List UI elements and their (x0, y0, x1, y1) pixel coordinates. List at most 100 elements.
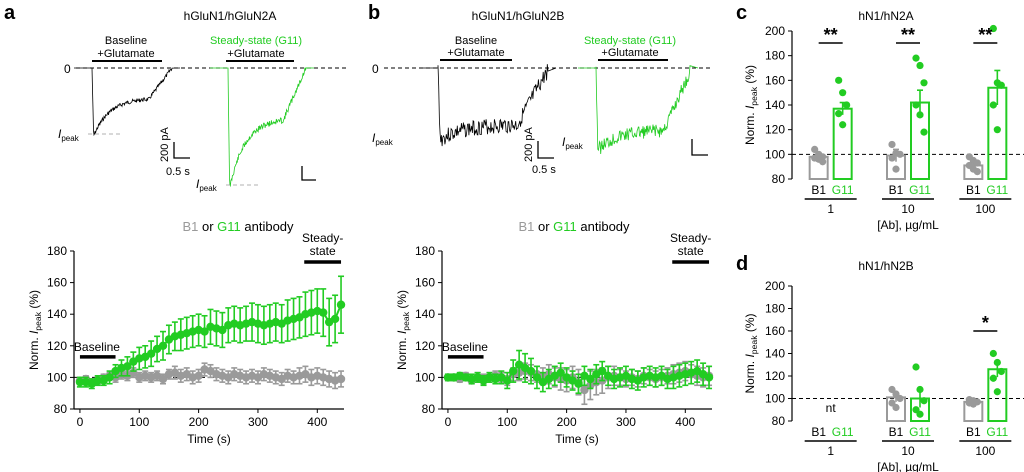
not-tested-label: nt (826, 401, 837, 415)
scatter-point-b1 (888, 140, 896, 149)
trace-a-ipeak2-label: Ipeak (196, 177, 218, 193)
scatter-point-g11 (839, 89, 847, 97)
data-point-g11 (586, 374, 595, 384)
data-point-g11 (200, 327, 209, 336)
scatter-point-g11 (920, 397, 928, 405)
trace-a-ipeak-label: Ipeak (58, 127, 80, 143)
y-tick-label: 80 (422, 402, 436, 416)
trace-a-left-label-1: Baseline (105, 35, 147, 47)
scale-bar-b (537, 141, 554, 159)
data-point-g11 (75, 377, 85, 387)
data-point-g11 (443, 373, 453, 382)
trace-b-left-label-1: Baseline (455, 35, 497, 47)
scatter-point-b1 (888, 154, 896, 162)
bar-label-b1: B1 (966, 425, 981, 439)
y-tick-label: 120 (765, 123, 785, 137)
scatter-point-g11 (835, 76, 843, 84)
scatter-point-b1 (892, 165, 900, 173)
bar-label-b1: B1 (811, 425, 826, 439)
scatter-point-g11 (912, 363, 920, 371)
scale-bar-a2 (301, 166, 316, 181)
panel-d-title: hN1/hN2B (858, 259, 913, 273)
bar-label-g11: G11 (986, 183, 1008, 197)
scatter-point-g11 (989, 374, 997, 382)
scatter-point-b1 (811, 145, 819, 153)
scatter-point-g11 (916, 111, 924, 119)
y-axis-label: Norm. Ipeak (%) (395, 290, 411, 370)
panel-d-letter: d (736, 253, 748, 275)
y-tick-label: 140 (765, 98, 785, 112)
bar-label-g11: G11 (909, 425, 931, 439)
bar-label-g11: G11 (986, 425, 1008, 439)
y-tick-label: 140 (415, 307, 435, 321)
scatter-point-g11 (993, 388, 1001, 396)
data-point-g11 (336, 300, 346, 309)
scatter-point-g11 (916, 385, 924, 394)
bar-label-b1: B1 (889, 183, 904, 197)
data-point-g11 (93, 376, 102, 385)
x-tick-label: 400 (307, 415, 327, 429)
scale-bar-a (173, 142, 190, 159)
data-point-g11 (556, 368, 565, 377)
chart-c-bar-chart: 80 100 120 140 160 180 200 Norm. Ipeak (%) B1 G11… (743, 24, 1024, 232)
significance-stars: * (982, 313, 989, 333)
y-tick-label: 100 (415, 370, 435, 384)
chart-a-time-course: 80 100 120 140 160 180 0 100 200 300 400 Time (s) No… (27, 231, 346, 446)
y-tick-label: 120 (47, 339, 67, 353)
scatter-point-g11 (912, 54, 920, 62)
group-label: 1 (827, 444, 834, 458)
scatter-point-b1 (892, 403, 900, 412)
baseline-bar-label: Baseline (442, 340, 488, 354)
scatter-point-g11 (916, 61, 924, 70)
bar-label-b1: B1 (811, 183, 826, 197)
y-axis-label: Norm. Ipeak (%) (743, 65, 759, 145)
data-point-g11 (105, 373, 114, 382)
significance-stars: ** (978, 25, 992, 45)
scale-a-current: 200 pA (159, 126, 171, 162)
steady-state-bar-label-1: Steady- (670, 231, 711, 245)
x-tick-label: 0 (77, 415, 84, 429)
x-tick-label: 300 (616, 415, 636, 429)
data-point-g11 (598, 366, 607, 376)
legend-a: B1 or G11 antibody (182, 219, 294, 234)
scale-a-time: 0.5 s (166, 166, 190, 178)
data-point-g11 (319, 308, 328, 317)
scatter-point-g11 (839, 121, 847, 129)
y-tick-label: 160 (765, 73, 785, 87)
trace-b-ipeak-label: Ipeak (372, 131, 394, 147)
data-point-g11 (330, 314, 340, 324)
trace-b-steady-state (578, 65, 699, 155)
y-tick-label: 180 (765, 302, 785, 316)
data-point-g11 (146, 349, 156, 358)
y-tick-label: 80 (772, 172, 786, 186)
scatter-point-b1 (969, 400, 977, 408)
x-axis-label: Time (s) (187, 432, 231, 446)
y-tick-label: 140 (765, 347, 785, 361)
y-tick-label: 100 (765, 392, 785, 406)
legend-b: B1 or G11 antibody (518, 219, 630, 234)
scale-b-time: 0.5 s (532, 164, 556, 176)
y-tick-label: 100 (47, 370, 67, 384)
bar-label-g11: G11 (909, 183, 931, 197)
x-axis-label: [Ab], µg/mL (877, 460, 939, 472)
x-tick-label: 400 (675, 415, 695, 429)
scatter-point-g11 (920, 128, 928, 136)
scatter-point-b1 (819, 158, 827, 166)
y-tick-label: 200 (765, 279, 785, 293)
trace-a-baseline (74, 67, 181, 137)
y-tick-label: 160 (415, 276, 435, 290)
y-tick-label: 120 (415, 339, 435, 353)
scatter-point-g11 (997, 367, 1005, 376)
steady-state-bar-label-1: Steady- (302, 231, 343, 245)
scatter-point-g11 (835, 110, 843, 118)
panel-c-title: hN1/hN2A (858, 9, 913, 23)
panel-b-letter: b (368, 2, 380, 24)
x-axis-label: [Ab], µg/mL (877, 218, 939, 232)
scatter-point-b1 (896, 394, 904, 403)
steady-state-bar-label-2: state (678, 244, 704, 258)
scatter-point-g11 (997, 81, 1005, 89)
data-point-g11 (526, 366, 536, 376)
trace-b-right-label-1: Steady-state (G11) (584, 35, 676, 47)
scatter-point-b1 (973, 168, 981, 176)
group-label: 100 (975, 202, 995, 216)
